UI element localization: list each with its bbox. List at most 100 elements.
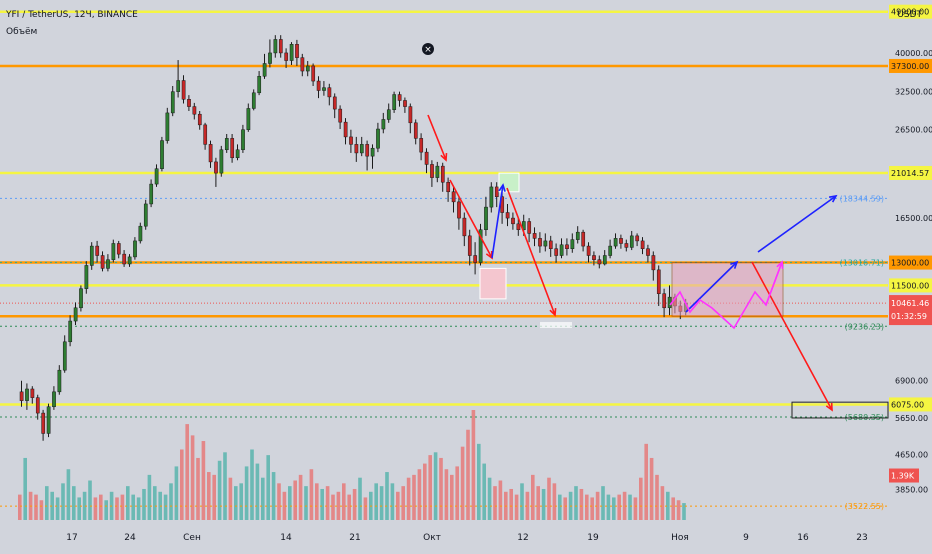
candle <box>224 138 229 151</box>
level-tag-label: 49900.00 <box>891 8 929 17</box>
candle <box>489 186 494 208</box>
volume-bar <box>34 494 38 520</box>
volume-bar <box>277 483 281 520</box>
time-axis[interactable] <box>0 520 888 550</box>
x-tick-label: 24 <box>124 533 136 543</box>
candle <box>435 165 440 178</box>
highlight-box[interactable] <box>479 267 507 300</box>
volume-bar <box>147 474 152 520</box>
candle <box>289 44 294 61</box>
red-arrow[interactable] <box>506 187 556 316</box>
volume-bar <box>563 497 567 520</box>
close-marker-icon[interactable] <box>422 43 434 55</box>
x-tick-label: 14 <box>280 533 292 543</box>
blue-arrow-head <box>498 183 506 192</box>
volume-bar <box>45 486 49 520</box>
target-box[interactable] <box>540 322 572 329</box>
candle <box>365 144 370 157</box>
red-arrow-head <box>440 152 448 162</box>
magenta-arrow[interactable] <box>765 261 783 306</box>
x-tick-label: 16 <box>797 533 809 543</box>
candle <box>570 239 575 249</box>
candle <box>597 259 602 265</box>
projection-path[interactable] <box>669 261 783 330</box>
volume-bar <box>455 466 459 520</box>
candle <box>241 129 245 151</box>
candle <box>424 151 429 165</box>
candle <box>235 149 240 159</box>
candle <box>565 244 569 249</box>
candle <box>122 253 127 265</box>
volume-bar <box>163 494 168 520</box>
candle <box>73 307 78 322</box>
volume-bar <box>55 497 60 520</box>
level-tag <box>889 255 932 270</box>
volume-bar <box>439 457 443 520</box>
candle <box>413 122 418 139</box>
candle <box>538 238 542 247</box>
volume-bar <box>298 474 303 520</box>
volume-bar <box>153 486 157 520</box>
candle <box>430 164 434 178</box>
level-tag-label: 21014.57 <box>891 169 929 178</box>
price-axis[interactable] <box>888 0 932 550</box>
x-tick-label: 23 <box>856 533 867 543</box>
red-arrow[interactable] <box>427 114 447 161</box>
candle <box>322 87 326 91</box>
volume-bar <box>531 474 535 520</box>
candle <box>165 112 170 141</box>
volume-bar <box>255 463 260 520</box>
candle <box>446 181 451 193</box>
volume-bar <box>460 446 465 520</box>
candle <box>462 217 467 237</box>
volume-bar <box>174 466 179 520</box>
blue-arrow[interactable] <box>491 184 504 259</box>
candle <box>349 136 353 145</box>
volume-bar <box>104 500 108 520</box>
volume-bar <box>498 480 503 520</box>
candle <box>46 406 51 434</box>
candle <box>192 106 197 115</box>
blue-arrow[interactable] <box>685 261 738 313</box>
volume-bar <box>639 477 643 520</box>
x-tick-label: 9 <box>743 533 749 543</box>
candle <box>343 121 348 138</box>
volume-bar <box>72 486 76 520</box>
volume-bar <box>207 472 211 520</box>
volume-bar <box>136 497 141 520</box>
volume-bar <box>590 497 594 520</box>
candle <box>278 39 283 54</box>
candle <box>635 235 640 242</box>
level-tag <box>889 58 932 73</box>
dotted-level-label: (9236.23) <box>845 322 884 331</box>
volume-bar <box>622 491 627 520</box>
candle <box>613 238 618 247</box>
candle <box>257 75 262 94</box>
candle <box>305 65 310 72</box>
candle <box>41 412 46 434</box>
candle <box>251 92 256 109</box>
blue-arrow[interactable] <box>757 195 837 253</box>
candle <box>554 248 559 256</box>
volume-bar <box>39 500 44 520</box>
red-arrow[interactable] <box>751 261 833 411</box>
candle <box>662 293 667 309</box>
volume-bar <box>433 452 438 520</box>
x-tick-label: Ноя <box>671 533 689 543</box>
target-box[interactable] <box>791 401 889 419</box>
volume-bar <box>66 469 71 520</box>
candle <box>197 113 202 126</box>
candle <box>608 245 613 256</box>
candle <box>532 233 537 239</box>
volume-bar <box>217 460 222 520</box>
candle <box>484 206 488 230</box>
candle <box>316 80 321 91</box>
x-tick-label: Окт <box>423 533 441 543</box>
candle <box>68 320 73 343</box>
volume-bar <box>617 494 621 520</box>
red-arrow[interactable] <box>449 179 493 259</box>
volume-bar <box>234 486 238 520</box>
volume-bar <box>131 494 135 520</box>
